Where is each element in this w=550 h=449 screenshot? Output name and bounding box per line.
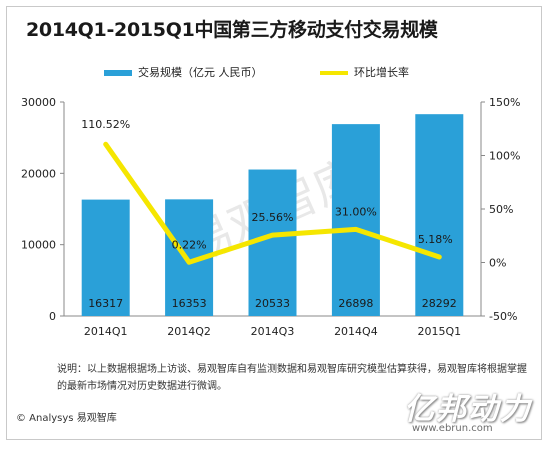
bar — [415, 114, 464, 316]
x-tick-label: 2015Q1 — [417, 325, 461, 338]
x-tick-label: 2014Q1 — [84, 325, 128, 338]
bar — [81, 199, 130, 316]
growth-value-label: 25.56% — [252, 211, 294, 224]
y-left-tick-label: 0 — [49, 310, 56, 323]
bar-value-label: 28292 — [422, 297, 457, 310]
x-tick-label: 2014Q2 — [167, 325, 211, 338]
copyright-footer: © Analysys 易观智库 — [16, 413, 117, 424]
legend-label-growth: 环比增长率 — [354, 66, 409, 79]
legend-label-volume: 交易规模（亿元 人民币） — [138, 66, 263, 79]
y-right-tick-label: 0% — [489, 257, 506, 270]
y-left-tick-label: 10000 — [21, 239, 56, 252]
y-left-tick-label: 20000 — [21, 167, 56, 180]
bar-value-label: 26898 — [338, 297, 373, 310]
figure-frame — [6, 6, 542, 440]
bar — [331, 124, 380, 317]
x-tick-label: 2014Q3 — [251, 325, 295, 338]
source-note: 说明：以上数据根据场上访谈、易观智库自有监测数据和易观智库研究模型估算获得，易观… — [57, 364, 527, 392]
y-left-tick-label: 30000 — [21, 96, 56, 109]
growth-line — [103, 141, 442, 265]
chart-title: 2014Q1-2015Q1中国第三方移动支付交易规模 — [26, 19, 438, 41]
bar-value-label: 16317 — [88, 297, 123, 310]
x-tick-label: 2014Q4 — [334, 325, 378, 338]
y-right-tick-label: -50% — [489, 310, 517, 323]
y-right-tick-label: 50% — [489, 203, 513, 216]
bar-value-label: 20533 — [255, 297, 290, 310]
legend-line-swatch — [320, 71, 348, 75]
growth-value-label: 110.52% — [81, 118, 130, 131]
growth-value-label: 0.22% — [172, 238, 207, 251]
brand-logo: 亿邦动力 — [404, 392, 532, 427]
legend-bar-swatch — [104, 70, 132, 76]
y-right-tick-label: 100% — [489, 150, 520, 163]
bar-value-label: 16353 — [172, 297, 207, 310]
y-right-tick-label: 150% — [489, 96, 520, 109]
brand-site: www.ebrun.com — [412, 423, 493, 434]
growth-value-label: 5.18% — [418, 233, 453, 246]
legend-item-volume: 交易规模（亿元 人民币） — [104, 64, 263, 80]
growth-value-label: 31.00% — [335, 205, 377, 218]
legend-item-growth: 环比增长率 — [320, 64, 409, 80]
